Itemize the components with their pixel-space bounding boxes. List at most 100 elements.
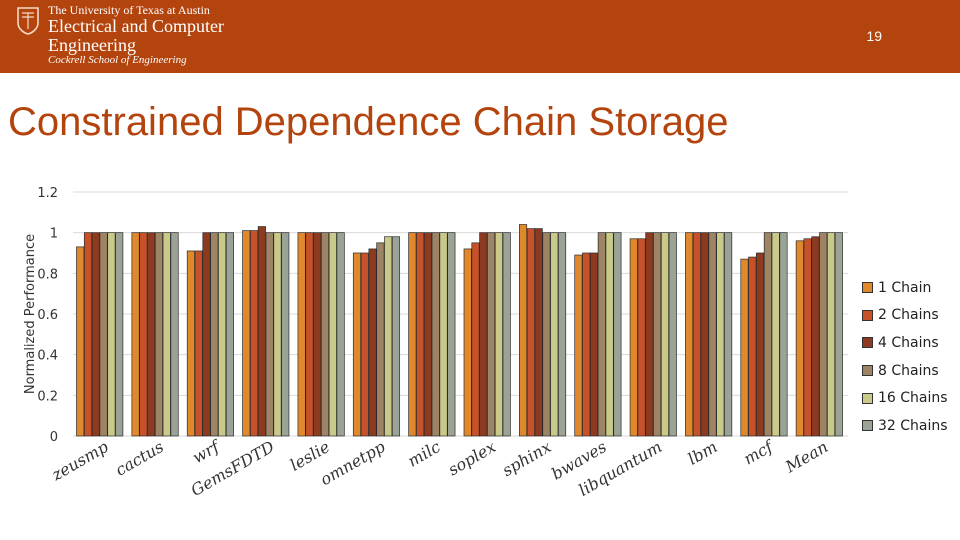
legend-item: 4 Chains: [862, 329, 948, 357]
bar-1-chain: [131, 232, 140, 437]
bar-32-chains: [170, 232, 179, 437]
bar-4-chains: [313, 232, 322, 437]
y-tick-label: 0.4: [37, 349, 58, 364]
bar-2-chains: [692, 232, 701, 437]
y-tick-label: 0.2: [37, 389, 58, 404]
bar-4-chains: [202, 232, 211, 437]
bar-8-chains: [154, 232, 164, 437]
slide-number: 19: [866, 28, 882, 44]
y-tick-label: 0.8: [37, 267, 58, 282]
department-line-2: Engineering: [48, 35, 136, 55]
bar-16-chains: [826, 232, 836, 437]
bar-4-chains: [368, 248, 377, 437]
bar-4-chains: [91, 232, 100, 437]
bar-1-chain: [352, 252, 362, 437]
bar-1-chain: [574, 254, 583, 437]
legend-label: 16 Chains: [878, 390, 948, 407]
bar-1-chain: [297, 232, 306, 437]
header-banner: The University of Texas at Austin Electr…: [0, 0, 960, 73]
legend-label: 1 Chain: [878, 279, 932, 296]
bar-16-chains: [218, 232, 227, 437]
bar-32-chains: [558, 232, 567, 437]
bar-16-chains: [605, 232, 614, 437]
bar-1-chain: [795, 240, 804, 437]
slide-title: Constrained Dependence Chain Storage: [8, 100, 729, 144]
bar-16-chains: [439, 232, 448, 437]
bar-32-chains: [447, 232, 456, 437]
legend-item: 16 Chains: [862, 384, 948, 412]
bar-32-chains: [613, 232, 622, 437]
bar-32-chains: [668, 232, 677, 437]
bar-2-chains: [194, 250, 203, 437]
bar-4-chains: [423, 232, 432, 437]
bar-32-chains: [834, 232, 843, 437]
bar-1-chain: [76, 246, 85, 437]
bar-8-chains: [265, 232, 274, 437]
bar-8-chains: [708, 232, 717, 437]
bar-8-chains: [487, 232, 496, 437]
department-logo: The University of Texas at Austin Electr…: [48, 3, 224, 67]
bar-16-chains: [660, 232, 670, 437]
bar-2-chains: [748, 256, 757, 437]
x-tick-label: cactus: [112, 437, 167, 480]
bar-8-chains: [819, 232, 828, 437]
legend-label: 4 Chains: [878, 334, 939, 351]
bar-1-chain: [740, 258, 749, 437]
bar-16-chains: [716, 232, 725, 437]
bar-4-chains: [756, 252, 765, 437]
bar-16-chains: [107, 232, 116, 437]
x-tick-label: mcf: [740, 435, 778, 468]
bar-1-chain: [463, 248, 472, 437]
bar-8-chains: [320, 232, 330, 437]
bar-4-chains: [147, 232, 156, 437]
legend-swatch: [862, 392, 873, 404]
bar-1-chain: [519, 224, 528, 437]
bar-2-chains: [360, 252, 369, 437]
bar-32-chains: [281, 232, 290, 437]
legend-label: 8 Chains: [878, 362, 939, 379]
department-line-1: Electrical and Computer: [48, 16, 224, 36]
bar-2-chains: [582, 252, 591, 437]
legend-swatch: [862, 282, 873, 294]
bar-2-chains: [416, 232, 425, 437]
legend-swatch: [862, 309, 873, 321]
bar-8-chains: [376, 242, 385, 437]
legend-item: 1 Chain: [862, 274, 948, 302]
bar-2-chains: [526, 228, 535, 437]
bar-1-chain: [629, 238, 638, 437]
chart-legend: 1 Chain 2 Chains 4 Chains 8 Chains 16 Chains…: [862, 274, 948, 440]
bar-2-chains: [637, 238, 646, 437]
bar-32-chains: [336, 232, 345, 437]
y-tick-label: 0: [50, 430, 58, 445]
bar-32-chains: [115, 232, 124, 437]
x-tick-label: wrf: [189, 435, 225, 467]
bar-32-chains: [779, 232, 788, 437]
bar-8-chains: [542, 232, 551, 437]
bar-32-chains: [225, 232, 234, 437]
university-seal-icon: [17, 7, 39, 35]
school-name: Cockrell School of Engineering: [48, 54, 187, 66]
legend-label: 2 Chains: [878, 307, 939, 324]
bar-1-chain: [186, 250, 195, 437]
bar-2-chains: [139, 232, 148, 437]
bar-8-chains: [597, 232, 606, 437]
bar-8-chains: [653, 232, 662, 437]
x-tick-label: Mean: [781, 437, 831, 477]
bar-2-chains: [471, 242, 480, 437]
y-axis-label: Normalized Performance: [23, 234, 38, 394]
legend-swatch: [862, 365, 873, 377]
bar-8-chains: [431, 232, 440, 437]
x-tick-label: milc: [404, 437, 443, 471]
legend-item: 32 Chains: [862, 412, 948, 440]
bar-2-chains: [803, 238, 812, 437]
bar-16-chains: [384, 236, 393, 437]
bar-16-chains: [771, 232, 780, 437]
y-tick-label: 1: [50, 227, 58, 242]
bar-2-chains: [305, 232, 314, 437]
bar-1-chain: [408, 232, 417, 437]
bar-16-chains: [550, 232, 559, 437]
bar-4-chains: [811, 236, 820, 437]
bar-32-chains: [502, 232, 511, 437]
bar-16-chains: [494, 232, 503, 437]
